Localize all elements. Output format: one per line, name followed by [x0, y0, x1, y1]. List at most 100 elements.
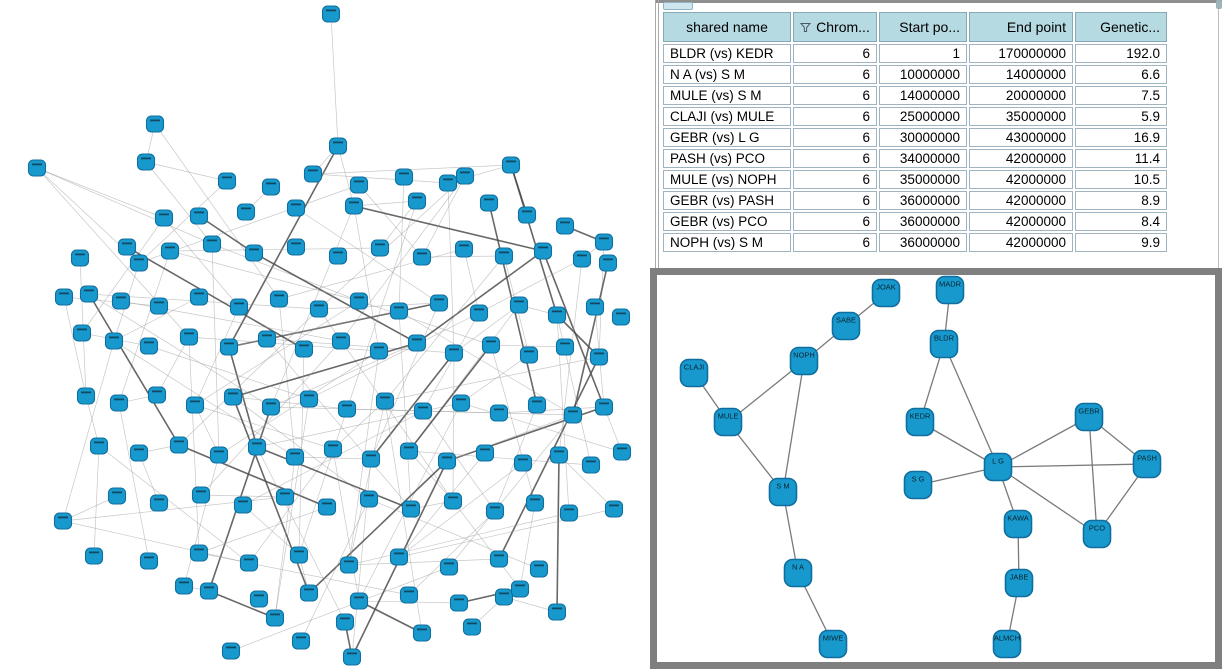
table-panel-tab[interactable] [663, 2, 693, 10]
overview-node[interactable] [572, 250, 592, 268]
overview-node[interactable] [185, 396, 205, 414]
overview-node[interactable] [217, 172, 237, 190]
overview-node[interactable] [285, 448, 305, 466]
overview-node[interactable] [129, 254, 149, 272]
overview-node[interactable] [585, 298, 605, 316]
cell-chromosome[interactable]: 6 [793, 170, 877, 189]
cell-start-position[interactable]: 36000000 [879, 233, 967, 252]
overview-node[interactable] [413, 402, 433, 420]
cell-chromosome[interactable]: 6 [793, 65, 877, 84]
overview-network-canvas[interactable] [0, 0, 650, 669]
table-vscroll-thumb[interactable] [1216, 0, 1222, 9]
overview-node[interactable] [328, 247, 348, 265]
overview-node[interactable] [361, 450, 381, 468]
overview-node[interactable] [412, 624, 432, 642]
overview-node[interactable] [479, 194, 499, 212]
overview-node[interactable] [469, 304, 489, 322]
subnetwork-node-s-m[interactable]: S M [768, 477, 798, 507]
overview-node[interactable] [261, 398, 281, 416]
subnetwork-node-gebr[interactable]: GEBR [1074, 402, 1104, 432]
subnetwork-node-almch[interactable]: ALMCH [992, 629, 1022, 659]
overview-node[interactable] [154, 209, 174, 227]
overview-node[interactable] [401, 500, 421, 518]
overview-node[interactable] [439, 558, 459, 576]
cell-start-position[interactable]: 34000000 [879, 149, 967, 168]
overview-node[interactable] [519, 346, 539, 364]
cell-end-point[interactable]: 42000000 [969, 170, 1073, 189]
overview-node[interactable] [89, 437, 109, 455]
subnetwork-node-kedr[interactable]: KEDR [905, 407, 935, 437]
overview-node[interactable] [299, 390, 319, 408]
overview-node[interactable] [443, 492, 463, 510]
cell-end-point[interactable]: 20000000 [969, 86, 1073, 105]
cell-genetic[interactable]: 5.9 [1075, 107, 1167, 126]
overview-node[interactable] [111, 292, 131, 310]
subnetwork-node-mule[interactable]: MULE [713, 407, 743, 437]
overview-node[interactable] [547, 603, 567, 621]
overview-node[interactable] [517, 206, 537, 224]
overview-node[interactable] [331, 332, 351, 350]
overview-node[interactable] [169, 436, 189, 454]
cell-genetic[interactable]: 8.4 [1075, 212, 1167, 231]
subnetwork-edge[interactable] [997, 466, 1098, 535]
overview-node[interactable] [481, 336, 501, 354]
overview-node[interactable] [209, 446, 229, 464]
overview-node[interactable] [202, 235, 222, 253]
cell-shared-name[interactable]: MULE (vs) S M [663, 86, 791, 105]
cell-shared-name[interactable]: MULE (vs) NOPH [663, 170, 791, 189]
subnetwork-node-l-g[interactable]: L G [983, 452, 1013, 482]
overview-node[interactable] [321, 5, 341, 23]
column-header-chromosome[interactable]: Chrom... [793, 12, 877, 42]
cell-genetic[interactable]: 10.5 [1075, 170, 1167, 189]
overview-node[interactable] [475, 444, 495, 462]
cell-end-point[interactable]: 43000000 [969, 128, 1073, 147]
overview-node[interactable] [335, 613, 355, 631]
overview-node[interactable] [84, 547, 104, 565]
cell-end-point[interactable]: 35000000 [969, 107, 1073, 126]
cell-end-point[interactable]: 42000000 [969, 212, 1073, 231]
subnetwork-node-miwe[interactable]: MIWE [818, 629, 848, 659]
cell-chromosome[interactable]: 6 [793, 212, 877, 231]
subnetwork-node-sabe[interactable]: SABE [831, 311, 861, 341]
overview-node[interactable] [147, 386, 167, 404]
overview-node[interactable] [604, 500, 624, 518]
overview-node[interactable] [412, 248, 432, 266]
overview-node[interactable] [323, 440, 343, 458]
overview-node[interactable] [129, 444, 149, 462]
overview-node[interactable] [286, 238, 306, 256]
table-row[interactable]: N A (vs) S M 6 10000000 14000000 6.6 [663, 65, 1167, 84]
subnetwork-node-noph[interactable]: NOPH [789, 346, 819, 376]
overview-node[interactable] [449, 594, 469, 612]
overview-node[interactable] [275, 488, 295, 506]
overview-node[interactable] [527, 396, 547, 414]
cell-start-position[interactable]: 14000000 [879, 86, 967, 105]
overview-node[interactable] [136, 153, 156, 171]
cell-start-position[interactable]: 30000000 [879, 128, 967, 147]
overview-node[interactable] [370, 239, 390, 257]
overview-node[interactable] [444, 344, 464, 362]
overview-node[interactable] [394, 168, 414, 186]
cell-start-position[interactable]: 1 [879, 44, 967, 63]
overview-node[interactable] [27, 159, 47, 177]
overview-node[interactable] [53, 512, 73, 530]
table-row[interactable]: BLDR (vs) KEDR 6 1 170000000 192.0 [663, 44, 1167, 63]
overview-node[interactable] [72, 324, 92, 342]
cell-chromosome[interactable]: 6 [793, 107, 877, 126]
overview-node[interactable] [229, 298, 249, 316]
overview-node[interactable] [189, 207, 209, 225]
overview-node[interactable] [598, 254, 618, 272]
overview-node[interactable] [299, 584, 319, 602]
subnetwork-node-madr[interactable]: MADR [935, 275, 965, 305]
cell-chromosome[interactable]: 6 [793, 191, 877, 210]
overview-node[interactable] [160, 242, 180, 260]
overview-node[interactable] [236, 203, 256, 221]
overview-node[interactable] [70, 249, 90, 267]
cell-shared-name[interactable]: PASH (vs) PCO [663, 149, 791, 168]
overview-node[interactable] [317, 498, 337, 516]
overview-node[interactable] [349, 292, 369, 310]
table-row[interactable]: CLAJI (vs) MULE 6 25000000 35000000 5.9 [663, 107, 1167, 126]
filter-funnel-icon[interactable] [800, 20, 812, 36]
overview-node[interactable] [407, 334, 427, 352]
cell-chromosome[interactable]: 6 [793, 128, 877, 147]
overview-node[interactable] [286, 199, 306, 217]
